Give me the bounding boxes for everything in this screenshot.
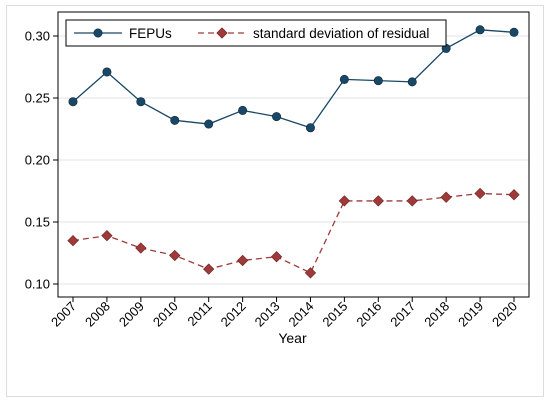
x-tick-label: 2008	[82, 299, 113, 330]
y-tick-label: 0.20	[25, 153, 50, 168]
data-point	[305, 123, 315, 133]
data-point	[102, 67, 112, 77]
data-point	[339, 74, 349, 84]
x-tick-label: 2016	[353, 299, 384, 330]
y-tick-label: 0.15	[25, 215, 50, 230]
data-point	[372, 195, 384, 207]
data-point	[170, 115, 180, 125]
data-point	[508, 189, 520, 201]
x-tick-label: 2011	[184, 299, 214, 329]
data-point	[135, 242, 147, 254]
axes: 0.10 0.15 0.20 0.25 0.30 2007 2008 2009 2010 2011…	[25, 11, 530, 330]
legend-marker	[216, 27, 228, 39]
x-tick-label: 2013	[252, 299, 283, 330]
data-point	[475, 25, 485, 35]
data-point	[373, 76, 383, 86]
series-line	[72, 29, 515, 129]
data-point	[101, 230, 113, 242]
legend-marker	[93, 28, 103, 38]
gridlines	[58, 35, 529, 285]
legend-label: standard deviation of residual	[253, 26, 429, 41]
data-point	[509, 27, 519, 37]
data-point	[270, 251, 283, 263]
x-tick-label: 2014	[286, 299, 317, 330]
x-tick-label: 2019	[455, 299, 486, 330]
legend-item: standard deviation of residual	[198, 26, 429, 41]
data-point	[238, 105, 248, 115]
legend: FEPUs standard deviation of residual	[65, 19, 447, 47]
x-tick-label: 2017	[387, 299, 418, 330]
x-axis-title: Year	[278, 330, 307, 346]
x-tick-label: 2010	[150, 299, 181, 330]
plot-area-border	[57, 11, 530, 298]
data-point	[304, 267, 317, 279]
x-tick-label: 2007	[48, 299, 79, 330]
x-tick-label: 2015	[319, 299, 350, 330]
series-line	[72, 192, 515, 274]
y-tick-label: 0.10	[25, 277, 50, 292]
data-point	[406, 195, 418, 207]
data-point	[169, 249, 181, 262]
chart-frame	[6, 5, 544, 397]
data-point	[203, 263, 215, 275]
x-tick-label: 2020	[489, 299, 520, 330]
y-tick-label: 0.30	[25, 29, 50, 44]
data-point	[136, 97, 146, 107]
y-tick-label: 0.25	[25, 91, 50, 106]
legend-label: FEPUs	[129, 26, 172, 41]
legend-item: FEPUs	[74, 26, 172, 41]
data-point	[204, 119, 214, 129]
legend-box	[65, 19, 447, 47]
data-point	[67, 234, 79, 247]
data-point	[236, 254, 249, 267]
data-point	[440, 191, 452, 203]
x-tick-label: 2012	[218, 299, 249, 330]
x-tick-label: 2018	[421, 299, 452, 330]
series-std-dev-residual	[67, 187, 520, 279]
data-point	[407, 77, 417, 87]
series	[67, 25, 520, 279]
data-point	[68, 97, 78, 107]
x-tick-label: 2009	[116, 299, 147, 330]
data-point	[474, 187, 486, 200]
data-point	[272, 112, 282, 122]
series-fepus	[68, 25, 519, 133]
data-point	[338, 195, 351, 207]
